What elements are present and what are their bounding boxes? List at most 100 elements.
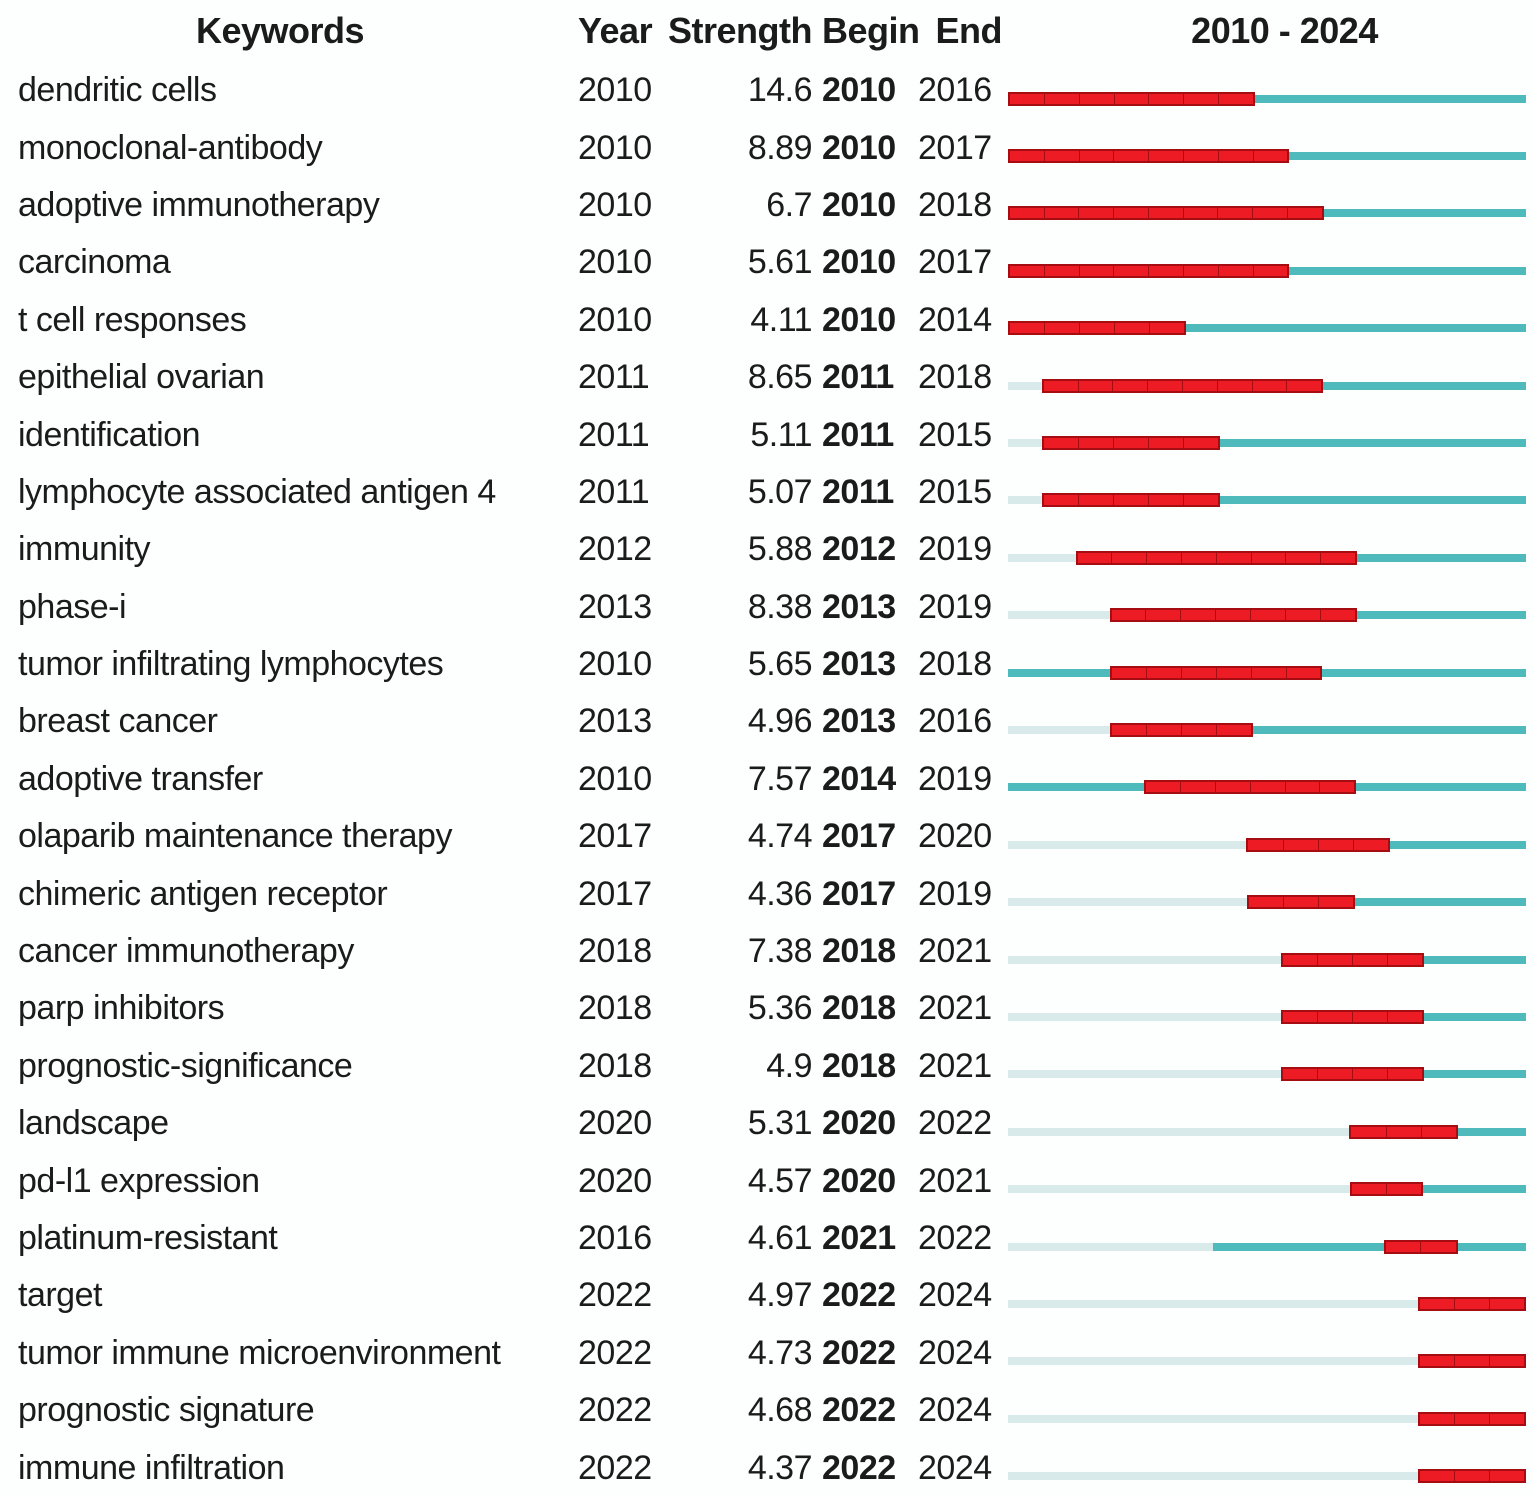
burst-segment-year [1280, 952, 1317, 967]
active-segment-year [1492, 152, 1526, 161]
table-row: tumor immune microenvironment 2022 4.73 … [0, 1325, 1535, 1382]
inactive-segment-year [1110, 1242, 1145, 1251]
burst-timeline-bar [1008, 837, 1526, 853]
begin-value: 2021 [822, 1219, 896, 1257]
active-segment-year [1457, 725, 1492, 734]
inactive-segment-year [1246, 1357, 1282, 1366]
inactive-segment-year [1144, 840, 1179, 849]
burst-segment-year [1246, 895, 1284, 910]
strength-value: 8.38 [747, 587, 813, 626]
inactive-segment-year [1212, 898, 1247, 907]
active-segment-year [1491, 840, 1526, 849]
end-value: 2021 [918, 989, 992, 1028]
strength-value: 8.89 [747, 128, 813, 167]
begin-value: 2020 [822, 1161, 896, 1200]
burst-segment-year [1252, 149, 1290, 164]
header-begin: Begin [822, 10, 920, 51]
end-value: 2016 [918, 71, 992, 110]
table-row: pd-l1 expression 2020 4.57 2020 2021 [0, 1152, 1535, 1209]
keyword-label: olaparib maintenance therapy [18, 817, 452, 856]
inactive-segment-year [1041, 553, 1076, 562]
burst-segment-year [1182, 263, 1218, 278]
burst-segment-year [1316, 1009, 1352, 1024]
active-segment-year [1424, 94, 1459, 103]
burst-segment-year [1318, 895, 1356, 910]
active-segment-year [1491, 1185, 1527, 1194]
burst-segment-year [1008, 321, 1044, 336]
year-value: 2017 [578, 817, 652, 856]
burst-segment-year [1417, 1469, 1454, 1484]
inactive-segment-year [1213, 1185, 1248, 1194]
end-value: 2017 [918, 243, 992, 282]
year-value: 2016 [578, 1219, 652, 1257]
header-keywords: Keywords [195, 10, 365, 51]
active-segment-year [1356, 266, 1391, 275]
burst-segment-year [1386, 1009, 1424, 1024]
active-segment-year [1492, 94, 1526, 103]
active-segment-year [1253, 725, 1288, 734]
table-row: dendritic cells 2010 14.6 2010 2016 [0, 62, 1535, 119]
inactive-segment-year [1212, 955, 1247, 964]
active-segment-year [1391, 209, 1425, 218]
inactive-segment-year [1076, 955, 1111, 964]
active-segment-year [1458, 94, 1493, 103]
burst-segment-year [1043, 91, 1079, 106]
begin-value: 2010 [822, 243, 896, 282]
inactive-segment-year [1076, 1127, 1111, 1136]
end-value: 2016 [918, 702, 992, 741]
table-row: immunity 2012 5.88 2012 2019 [0, 521, 1535, 578]
inactive-segment-year [1383, 1299, 1418, 1308]
active-segment-year [1323, 266, 1357, 275]
active-segment-year [1424, 266, 1459, 275]
inactive-segment-year [1212, 1012, 1247, 1021]
burst-segment-year [1041, 378, 1078, 393]
inactive-segment-year [1315, 1185, 1351, 1194]
burst-segment-year [1386, 1067, 1424, 1082]
inactive-segment-year [1144, 1012, 1179, 1021]
keyword-label: epithelial ovarian [18, 358, 265, 397]
begin-value: 2017 [822, 874, 896, 913]
active-segment-year [1390, 152, 1425, 161]
burst-timeline-bar [1008, 263, 1526, 279]
end-value: 2020 [918, 817, 992, 856]
inactive-segment-year [1144, 955, 1179, 964]
active-segment-year [1458, 783, 1493, 792]
table-row: phase-i 2013 8.38 2013 2019 [0, 579, 1535, 636]
burst-timeline-bar [1008, 665, 1527, 681]
strength-value: 4.9 [766, 1046, 812, 1085]
burst-segment-year [1351, 1067, 1387, 1082]
burst-segment-year [1453, 1296, 1489, 1311]
inactive-segment-year [1178, 1070, 1213, 1079]
active-segment-year [1423, 1185, 1458, 1194]
burst-segment-year [1283, 895, 1319, 910]
active-segment-year [1424, 496, 1458, 505]
burst-segment-year [1352, 837, 1390, 852]
inactive-segment-year [1179, 1185, 1214, 1194]
year-value: 2013 [578, 587, 652, 626]
inactive-segment-year [1008, 1242, 1043, 1251]
begin-value: 2010 [822, 71, 896, 110]
burst-segment-year [1078, 149, 1114, 164]
burst-segment-year [1148, 91, 1184, 106]
burst-segment-year [1417, 1411, 1454, 1426]
end-value: 2024 [918, 1391, 992, 1430]
burst-segment-year [1112, 378, 1148, 393]
inactive-segment-year [1178, 955, 1213, 964]
inactive-segment-year [1349, 1357, 1384, 1366]
burst-segment-year [1252, 263, 1290, 278]
burst-segment-year [1111, 550, 1147, 565]
active-segment-year [1041, 783, 1076, 792]
keyword-label: adoptive immunotherapy [18, 185, 380, 224]
active-segment-year [1492, 439, 1526, 448]
burst-segment-year [1146, 550, 1181, 565]
burst-segment-year [1280, 1009, 1317, 1024]
active-segment-year [1041, 668, 1076, 677]
inactive-segment-year [1212, 1414, 1247, 1423]
inactive-segment-year [1315, 1414, 1350, 1423]
table-row: platinum-resistant 2016 4.61 2021 2022 [0, 1210, 1535, 1267]
active-segment-year [1315, 1242, 1351, 1251]
burst-timeline-bar [1008, 550, 1526, 566]
active-segment-year [1458, 266, 1493, 275]
table-row: t cell responses 2010 4.11 2010 2014 [0, 292, 1535, 349]
inactive-segment-year [1042, 1012, 1077, 1021]
